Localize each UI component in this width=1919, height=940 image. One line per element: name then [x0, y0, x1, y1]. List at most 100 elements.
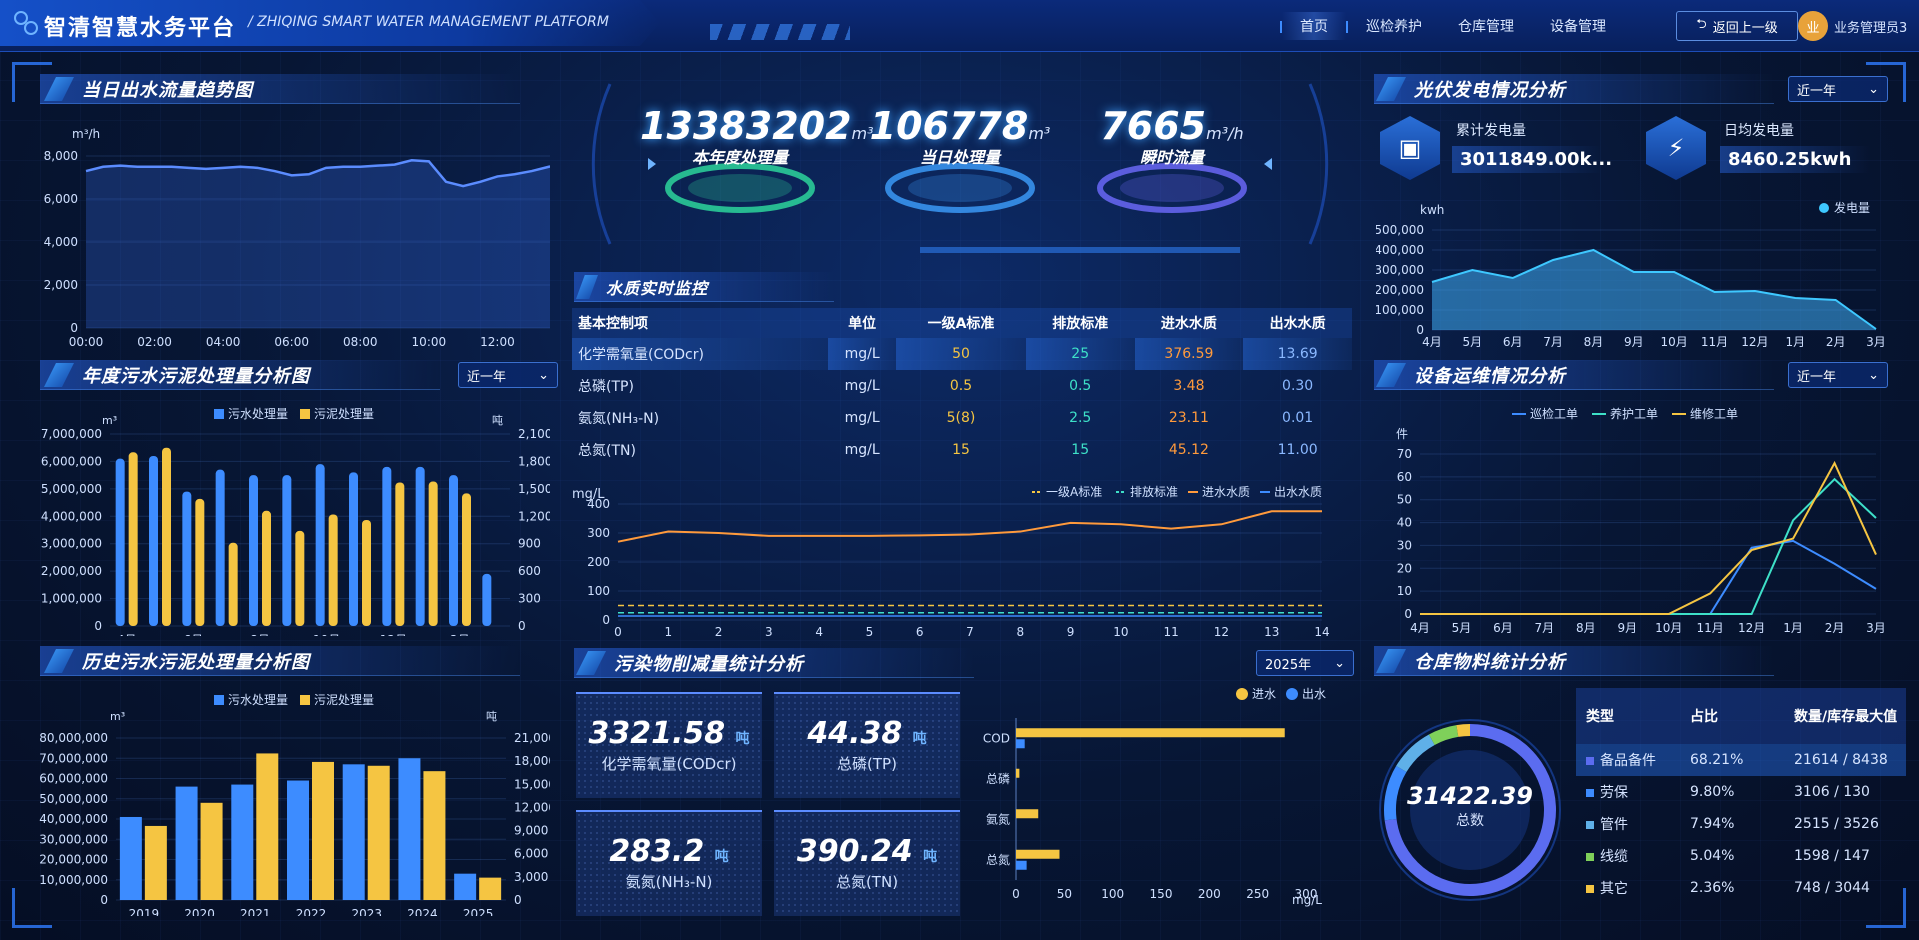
- x-tick-label: 8: [1016, 625, 1024, 639]
- inv-type-label: 其它: [1600, 881, 1628, 897]
- kpi-daily-unit: m³: [1028, 124, 1051, 143]
- kpi-annual-label: 本年度处理量: [691, 148, 788, 167]
- kpi-decoration: [591, 83, 1329, 253]
- donut-center: 31422.39 总数: [1370, 782, 1570, 830]
- y-tick-label: 5,000,000: [41, 482, 102, 496]
- y-tick-label: 0: [1416, 323, 1424, 337]
- y-tick-label: 7,000,000: [41, 427, 102, 441]
- history-header: 历史污水污泥处理量分析图: [44, 646, 310, 676]
- inv-pct: 9.80%: [1690, 784, 1735, 800]
- y-tick-label: 400,000: [1376, 243, 1424, 257]
- y-tick-label: 总氮: [986, 852, 1010, 867]
- y2-tick-label: 6,000: [514, 847, 548, 861]
- frame-corner: [12, 888, 52, 928]
- table-row[interactable]: 总氮(TN) mg/L 15 15 45.12 11.00: [572, 434, 1352, 466]
- table-row[interactable]: 线缆 5.04% 1598 / 147: [1576, 840, 1906, 872]
- x-tick-label: 1月: [1785, 335, 1805, 349]
- table-row[interactable]: 管件 7.94% 2515 / 3526: [1576, 808, 1906, 840]
- inv-pct: 7.94%: [1690, 816, 1735, 832]
- annual-header: 年度污水污泥处理量分析图: [44, 360, 310, 390]
- kpi-annual-unit: m³: [851, 124, 874, 143]
- nav-inspection[interactable]: 巡检养护: [1366, 19, 1422, 35]
- bar-sewage: [454, 873, 477, 900]
- app-title: 智清智慧水务平台: [44, 16, 237, 41]
- legend-swatch: [300, 695, 310, 705]
- bar-sewage: [449, 475, 458, 626]
- solar-daily-value: 8460.25kwh: [1720, 146, 1870, 173]
- y-tick-label: 0: [100, 893, 108, 907]
- col-header: 排放标准: [1025, 308, 1135, 338]
- maint-title: 设备运维情况分析: [1414, 366, 1566, 387]
- cell: mg/L: [828, 338, 897, 370]
- bar-outflow: [1016, 860, 1027, 870]
- inv-type-label: 线缆: [1600, 849, 1628, 865]
- quality-header: 水质实时监控: [576, 272, 708, 302]
- x-tick-label: 2月: [1826, 335, 1846, 349]
- x-tick-label: 250: [1246, 887, 1269, 901]
- maint-range-select[interactable]: 近一年 ⌄: [1788, 362, 1888, 388]
- panel-header-bg: [574, 648, 974, 678]
- legend-swatch: [214, 695, 224, 705]
- reduction-year-select[interactable]: 2025年 ⌄: [1256, 650, 1354, 676]
- bar-inflow: [1016, 728, 1285, 738]
- annual-range-select[interactable]: 近一年 ⌄: [458, 362, 558, 388]
- x-tick-label: 10月: [1655, 621, 1682, 635]
- table-row[interactable]: 化学需氧量(CODcr) mg/L 50 25 376.59 13.69: [572, 338, 1352, 370]
- donut-slice: [1384, 724, 1556, 896]
- table-row[interactable]: 其它 2.36% 748 / 3044: [1576, 872, 1906, 904]
- cell: mg/L: [844, 410, 880, 426]
- y2-tick-label: 9,000: [514, 824, 548, 838]
- x-tick-label: 14: [1314, 625, 1329, 639]
- user-menu[interactable]: 业业务管理员3: [1798, 11, 1907, 41]
- box-unit: 吨: [912, 731, 927, 747]
- nav-home[interactable]: 首页: [1282, 12, 1346, 40]
- frame-corner: [1866, 888, 1906, 928]
- reduction-box-tp: 44.38 吨总磷(TP): [774, 692, 960, 798]
- table-row[interactable]: 总磷(TP) mg/L 0.5 0.5 3.48 0.30: [572, 370, 1352, 402]
- y-tick-label: COD: [983, 731, 1010, 745]
- bar-sewage: [119, 816, 142, 900]
- back-button[interactable]: ⮌ 返回上一级: [1676, 11, 1798, 41]
- x-tick-label: 6月: [1493, 621, 1513, 635]
- y-tick-label: 0: [94, 619, 102, 633]
- inv-qty: 1598 / 147: [1794, 848, 1870, 864]
- inv-type: 线缆: [1576, 840, 1680, 872]
- frame-corner: [12, 62, 52, 102]
- bar-sewage: [482, 573, 492, 626]
- y-tick-label: 100: [587, 584, 610, 598]
- reduction-header: 污染物削减量统计分析: [576, 648, 804, 678]
- solar-range-select[interactable]: 近一年 ⌄: [1788, 76, 1888, 102]
- bar-sludge: [423, 771, 446, 900]
- x-tick-label: 2020: [184, 907, 215, 916]
- panel-header-bg: [1374, 360, 1774, 390]
- table-row[interactable]: 氨氮(NH₃-N) mg/L 5(8) 2.5 23.11 0.01: [572, 402, 1352, 434]
- donut-slice: [1384, 765, 1407, 821]
- inv-qty: 748 / 3044: [1794, 880, 1870, 896]
- header-bar-icon: [576, 275, 598, 299]
- bar-inflow: [1016, 809, 1039, 819]
- nav-warehouse[interactable]: 仓库管理: [1458, 19, 1514, 35]
- box-label: 总磷(TP): [837, 755, 897, 773]
- inv-pct: 5.04%: [1690, 848, 1735, 864]
- reduction-box-tn: 390.24 吨总氮(TN): [774, 810, 960, 916]
- y-tick-label: 400: [587, 497, 610, 511]
- series-line: [1420, 539, 1877, 615]
- cell: 376.59: [1134, 338, 1244, 370]
- header-bar-icon: [44, 77, 74, 101]
- quality-table: 基本控制项 单位 一级A标准 排放标准 进水水质 出水水质 化学需氧量(CODc…: [572, 308, 1352, 466]
- y-tick-label: 60: [1397, 470, 1412, 484]
- legend-swatch: [1586, 821, 1594, 829]
- col-header: 单位: [828, 308, 897, 338]
- bar-sewage: [175, 786, 198, 900]
- bar-sludge: [328, 514, 338, 626]
- x-tick-label: 2023: [351, 907, 382, 916]
- x-tick-label: 100: [1101, 887, 1124, 901]
- nav-equipment[interactable]: 设备管理: [1550, 19, 1606, 35]
- table-row[interactable]: 备品备件 68.21% 21614 / 8438: [1576, 744, 1906, 776]
- table-row[interactable]: 劳保 9.80% 3106 / 130: [1576, 776, 1906, 808]
- main-nav: 首页 巡检养护 仓库管理 设备管理: [1280, 12, 1624, 40]
- legend-swatch: [1819, 203, 1829, 213]
- y2-tick-label: 3,000: [514, 870, 548, 884]
- bar-sludge: [295, 530, 305, 626]
- bar-sludge: [256, 753, 279, 900]
